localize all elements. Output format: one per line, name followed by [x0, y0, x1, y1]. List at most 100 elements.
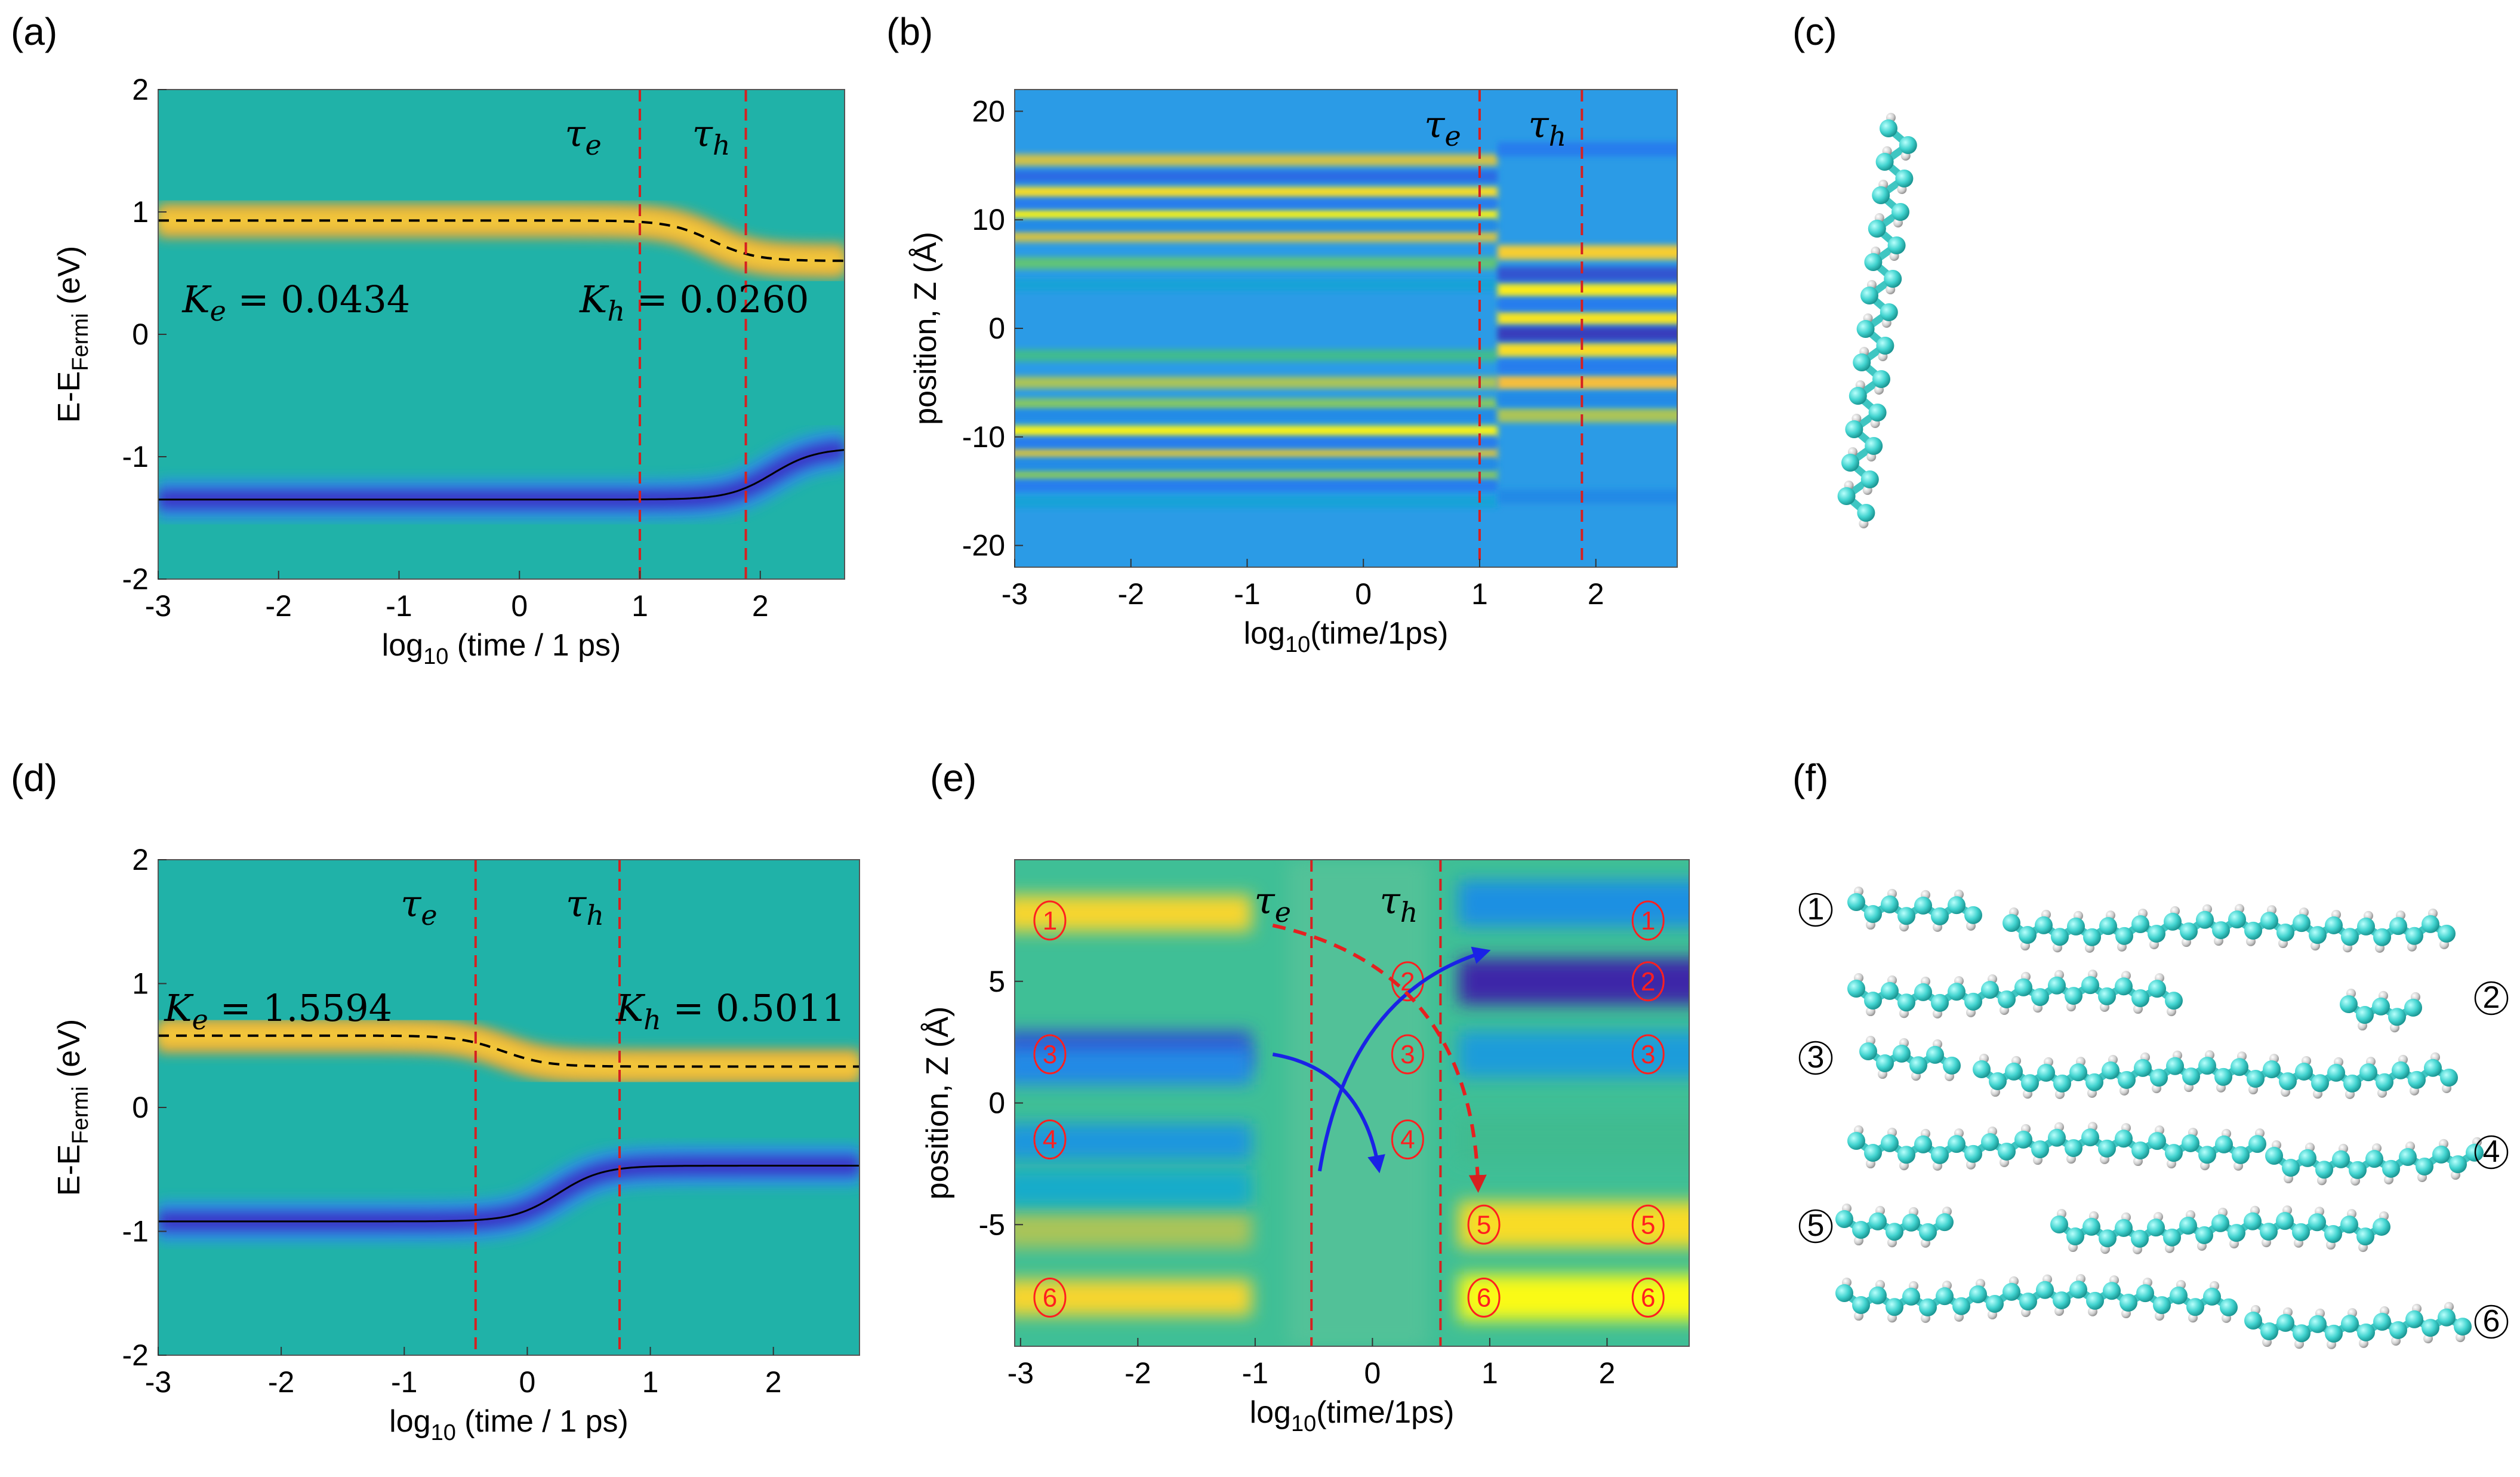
panel-b-stripe	[1015, 398, 1498, 411]
panel-f-chain-2a-carbon-atom	[2148, 980, 2166, 998]
panel-f-chain-1b-carbon-atom	[2357, 917, 2375, 936]
panel-e-y-tick-label: -5	[979, 1208, 1005, 1241]
panel-f-chain-1b-carbon-atom	[2405, 927, 2423, 945]
panel-label-d: (d)	[11, 756, 57, 799]
panel-b-y-tick-label: -20	[962, 529, 1005, 562]
panel-f-chain-6b-carbon-atom	[2325, 1324, 2343, 1343]
panel-e-region-marker	[1631, 1034, 1665, 1075]
panel-f-chain-1b-carbon-atom	[2325, 916, 2343, 934]
panel-f-chain-3b-carbon-atom	[2392, 1061, 2410, 1079]
panel-f-layer-label: 2	[2483, 980, 2500, 1015]
panel-f-chain-6a-carbon-atom	[2170, 1286, 2188, 1304]
panel-b-tau-e-label: τe	[1424, 103, 1461, 152]
panel-e-region-marker	[1391, 1034, 1424, 1075]
panel-f-chain-1b-carbon-atom	[2019, 926, 2037, 944]
panel-f-chain-5b-carbon-atom	[2131, 1229, 2149, 1248]
panel-f-chain-6a-carbon-atom	[1835, 1284, 1853, 1302]
panel-e-band-late	[1458, 880, 1689, 927]
panel-a-y-tick-label: -2	[122, 562, 149, 596]
panel-b-x-tick-label: -2	[1118, 577, 1144, 611]
panel-b-stripe	[1497, 297, 1677, 312]
panel-f-chain-3b-carbon-atom	[1973, 1060, 1991, 1078]
panel-e-region-marker	[1467, 1204, 1501, 1245]
panel-f-chain-3b-carbon-atom	[2279, 1072, 2297, 1091]
panel-f-chain-3b-carbon-atom	[2069, 1063, 2087, 1082]
panel-f-chain-4a-carbon-atom	[2081, 1128, 2099, 1147]
panel-f-chain-5a-carbon-atom	[1902, 1213, 1920, 1232]
panel-f-chain-5a-carbon-atom	[1852, 1221, 1870, 1239]
panel-f-chain-3b-carbon-atom	[2198, 1057, 2216, 1075]
panel-a-y-tick-label: 1	[132, 195, 149, 229]
panel-f-chain-4a-carbon-atom	[1864, 1144, 1882, 1162]
panel-e-x-tick-label: 0	[1364, 1356, 1381, 1390]
panel-b-stripe	[1015, 208, 1498, 221]
panel-e-band-late	[1458, 1031, 1689, 1078]
panel-d-electron-mean-line	[158, 1034, 859, 1068]
panel-f-chain-5b-carbon-atom	[2260, 1223, 2278, 1241]
panel-f-chain-4b-carbon-atom	[2315, 1161, 2333, 1179]
panel-f-chain-4a-carbon-atom	[2131, 1141, 2149, 1160]
panel-b-y-tick-label: 0	[988, 312, 1005, 345]
panel-f-chain-3b-carbon-atom	[2021, 1074, 2039, 1093]
panel-f-chain-1b-carbon-atom	[2164, 912, 2182, 931]
panel-f-chain-3a-carbon-atom	[1943, 1056, 1961, 1075]
panel-c-molecule-carbon-atom	[1853, 353, 1871, 371]
panel-f-chain-2b-carbon-atom	[2340, 995, 2358, 1013]
panel-c-molecule-carbon-atom	[1875, 153, 1894, 171]
panel-e-x-tick-label: 1	[1481, 1356, 1498, 1390]
panel-f-chain-3b-carbon-atom	[2085, 1073, 2103, 1091]
panel-f-chain-3b-carbon-atom	[2182, 1067, 2200, 1086]
panel-f-chain-6a-carbon-atom	[2203, 1287, 2221, 1306]
panel-f-layer-label: 6	[2483, 1304, 2500, 1338]
panel-f-chain-2a-carbon-atom	[1881, 981, 1899, 1000]
panel-d-k-e-annotation: Ke = 1.5594	[164, 986, 392, 1036]
panel-a-tau-e-label: τe	[565, 112, 602, 161]
panel-f-layer-marker	[2474, 1304, 2509, 1339]
panel-e-region-marker	[1033, 1278, 1067, 1318]
panel-a-x-tick-label: -2	[266, 589, 292, 623]
panel-d-y-tick-label: -2	[122, 1338, 149, 1372]
panel-b-stripe	[1015, 436, 1498, 448]
panel-f-chain-5b-carbon-atom	[2050, 1216, 2068, 1233]
panel-f-chain-2a-carbon-atom	[2031, 988, 2049, 1007]
panel-f-chain-6a-carbon-atom	[1919, 1298, 1937, 1316]
panel-f-chain-6b-carbon-atom	[2341, 1315, 2359, 1333]
panel-f-chain-4a-carbon-atom	[1981, 1133, 1999, 1152]
panel-e-x-tick-label: 2	[1599, 1356, 1616, 1390]
panel-d-y-tick-label: -1	[122, 1215, 149, 1248]
panel-e-band-early	[1015, 1279, 1252, 1316]
panel-f-chain-1a-carbon-atom	[1931, 907, 1949, 925]
panel-f-chain-4b-carbon-atom	[2299, 1149, 2316, 1167]
panel-c-molecule-structure	[1837, 113, 1917, 528]
panel-e-hole-transfer-arrow-up	[1318, 946, 1491, 1172]
panel-e-region-label: 6	[1641, 1284, 1655, 1313]
panel-e-x-tick-label: -3	[1008, 1356, 1034, 1390]
panel-f-chain-6a-carbon-atom	[2153, 1296, 2171, 1315]
panel-f-chain-4a-carbon-atom	[2065, 1139, 2082, 1158]
panel-f-chain-4a-carbon-atom	[1881, 1134, 1899, 1152]
panel-f-chain-3b-carbon-atom	[2005, 1062, 2023, 1081]
panel-f-chain-3b-carbon-atom	[2214, 1067, 2232, 1086]
panel-f-layer-label: 5	[1807, 1208, 1825, 1243]
panel-f-chain-4a-carbon-atom	[2115, 1130, 2133, 1148]
panel-d-x-tick-label: -2	[268, 1365, 294, 1399]
panel-label-f: (f)	[1792, 756, 1828, 799]
panel-f-chain-6b-carbon-atom	[2373, 1313, 2391, 1331]
panel-b-x-tick-label: 1	[1471, 577, 1488, 611]
panel-f-chain-5b-carbon-atom	[2195, 1226, 2213, 1244]
panel-b-x-tick-label: -1	[1234, 577, 1260, 611]
panel-f-chain-5b-carbon-atom	[2356, 1227, 2374, 1246]
panel-c-molecule-carbon-atom	[1887, 236, 1906, 254]
panel-c-molecule-carbon-atom	[1891, 203, 1909, 221]
panel-f-layer-marker	[1798, 1209, 1833, 1244]
panel-f-chain-3b-carbon-atom	[2327, 1063, 2345, 1082]
panel-f-chain-4a-carbon-atom	[1964, 1144, 1982, 1163]
panel-f-chain-1b-carbon-atom	[2309, 926, 2327, 944]
panel-f-chain-6b-carbon-atom	[2244, 1312, 2262, 1330]
panel-e-y-axis-label: position, Z (Å)	[920, 1007, 955, 1200]
panel-f-chain-3a-carbon-atom	[1893, 1044, 1911, 1063]
panel-a-x-tick-label: 1	[631, 589, 648, 623]
panel-f-layer-label: 4	[2483, 1134, 2500, 1169]
panel-b-stripe	[1015, 425, 1498, 438]
panel-f-chain-3b-carbon-atom	[2134, 1058, 2152, 1077]
